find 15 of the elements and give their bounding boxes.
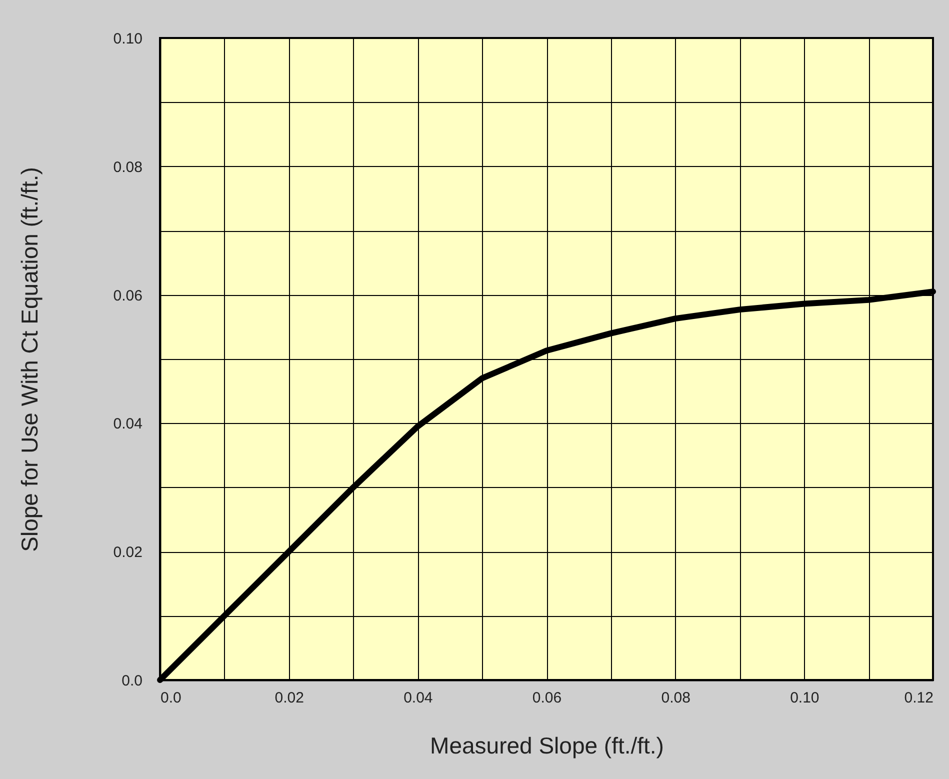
x-tick-label: 0.08: [661, 690, 690, 706]
x-tick-label: 0.04: [404, 690, 433, 706]
y-tick-label: 0.08: [113, 158, 142, 176]
x-tick-label: 0.0: [160, 690, 182, 706]
y-axis-title: Slope for Use With Ct Equation (ft./ft.): [16, 167, 42, 552]
y-tick-label: 0.06: [113, 287, 142, 304]
y-tick-label: 0.02: [113, 544, 142, 562]
x-tick-label: 0.06: [532, 690, 562, 706]
x-tick-label: 0.12: [904, 690, 934, 706]
x-tick-label: 0.10: [790, 690, 820, 706]
y-tick-label: 0.10: [113, 30, 142, 48]
y-tick-label: 0.04: [113, 416, 142, 433]
x-tick-label: 0.02: [274, 690, 304, 706]
x-axis-title: Measured Slope (ft./ft.): [430, 732, 664, 758]
y-tick-label: 0.0: [122, 672, 142, 690]
